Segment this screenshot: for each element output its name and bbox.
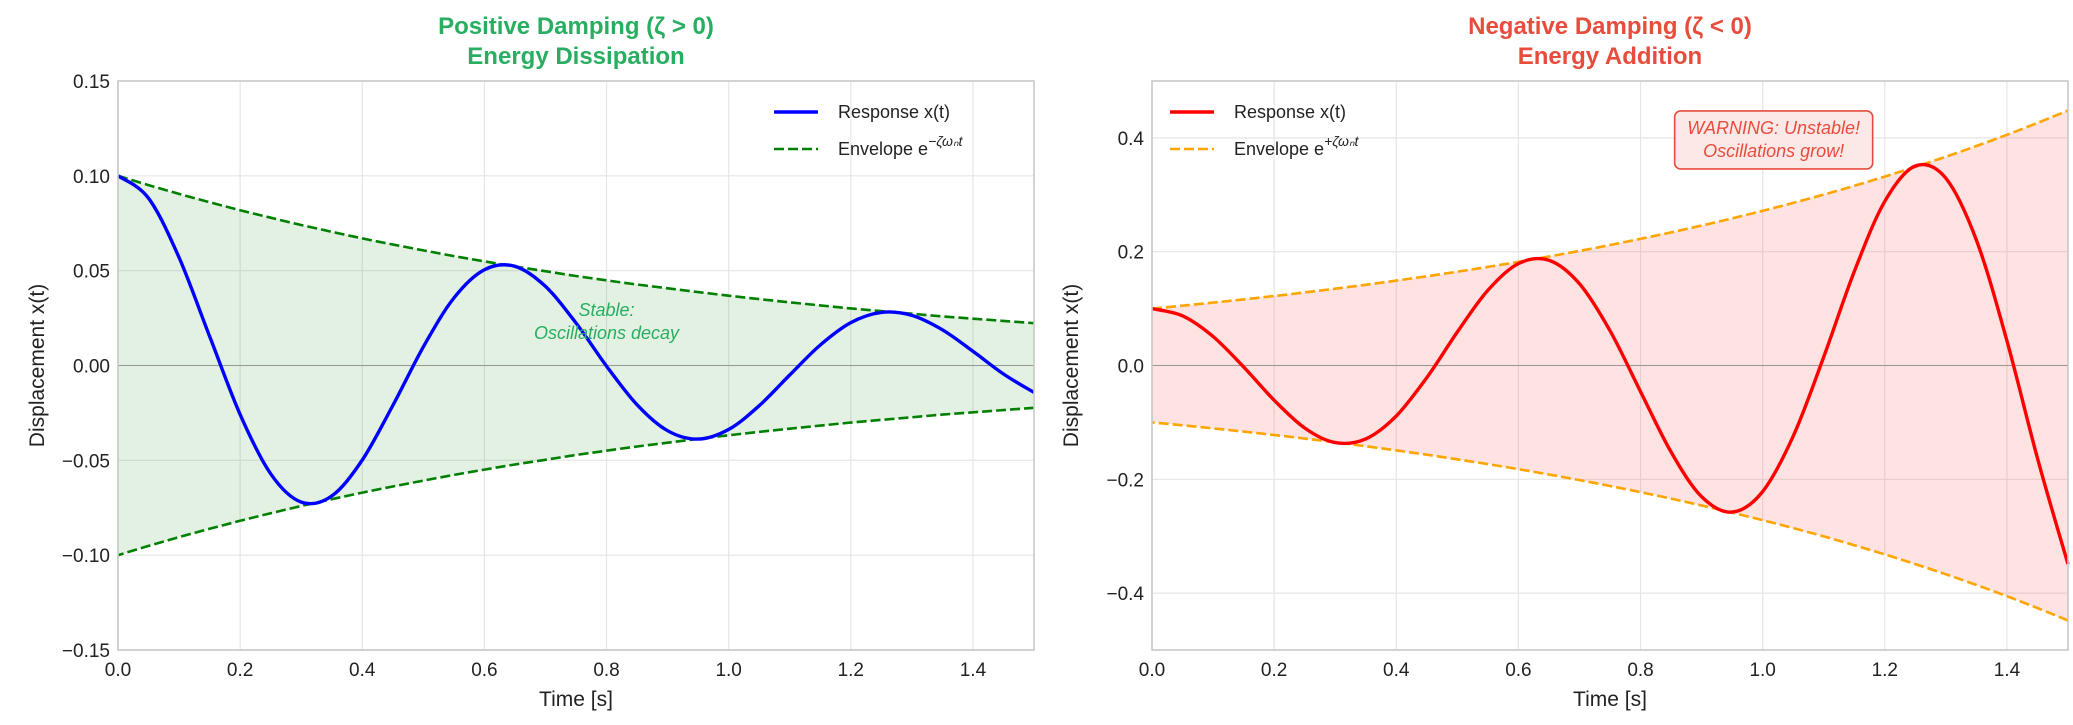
- envelope-lower-line: [117, 406, 1035, 557]
- legend: Response x(t) Envelope e−ζωₙt: [774, 102, 964, 159]
- legend-label: Envelope e−ζωₙt: [838, 133, 964, 159]
- response-line: [116, 174, 1035, 506]
- y-tick-label: −0.05: [62, 451, 110, 472]
- axes-frame: [1151, 80, 2069, 651]
- x-tick-label: 1.2: [1872, 660, 1898, 681]
- chart-title-line: Energy Dissipation: [467, 43, 684, 70]
- x-tick-label: 0.2: [227, 660, 253, 681]
- x-tick-label: 1.4: [960, 660, 987, 681]
- x-tick-label: 0.2: [1261, 660, 1287, 681]
- x-tick-label: 0.0: [1139, 660, 1165, 681]
- y-tick-label: 0.00: [73, 357, 110, 378]
- axes-frame: [117, 80, 1035, 651]
- y-tick-label: −0.10: [62, 546, 110, 567]
- annotation-text: WARNING: Unstable!: [1687, 118, 1860, 138]
- legend-label-text: Response x(t): [838, 102, 950, 122]
- x-tick-label: 1.0: [1749, 660, 1775, 681]
- subplot-negative-damping: Negative Damping (ζ < 0) Energy Addition 0…: [1060, 13, 2070, 711]
- x-tick-label: 0.8: [593, 660, 619, 681]
- x-tick-label: 0.6: [471, 660, 497, 681]
- legend-label: Envelope e+ζωₙt: [1234, 133, 1360, 159]
- y-tick-label: 0.05: [73, 262, 110, 283]
- x-axis-label: Time [s]: [539, 688, 613, 711]
- chart-title-line: Energy Addition: [1518, 43, 1702, 70]
- y-tick-label: −0.2: [1106, 470, 1144, 491]
- annotation-text: Oscillations decay: [534, 323, 680, 343]
- legend-label-text: Response x(t): [1234, 102, 1346, 122]
- y-tick-label: 0.15: [73, 72, 110, 93]
- response-line: [1151, 162, 2070, 565]
- y-tick-label: −0.15: [62, 641, 110, 662]
- legend-label-exponent: +ζωₙt: [1324, 133, 1359, 149]
- legend-label-text: Envelope e: [838, 139, 928, 159]
- envelope-lower-line: [1151, 421, 2069, 622]
- y-tick-label: 0.4: [1118, 129, 1145, 150]
- legend-label-exponent: −ζωₙt: [928, 133, 963, 149]
- x-tick-label: 0.6: [1505, 660, 1531, 681]
- legend-label-text: Envelope e: [1234, 139, 1324, 159]
- subplot-positive-damping: Positive Damping (ζ > 0) Energy Dissipati…: [26, 13, 1035, 711]
- y-tick-label: 0.0: [1118, 357, 1144, 378]
- x-tick-label: 0.0: [105, 660, 131, 681]
- x-tick-label: 0.4: [1383, 660, 1410, 681]
- y-tick-label: 0.10: [73, 167, 110, 188]
- y-tick-label: −0.4: [1106, 584, 1144, 605]
- annotation-text: Stable:: [579, 300, 635, 320]
- y-axis-label: Displacement x(t): [1060, 284, 1083, 447]
- x-tick-label: 0.4: [349, 660, 376, 681]
- y-tick-label: 0.2: [1118, 243, 1144, 264]
- legend: Response x(t) Envelope e+ζωₙt: [1170, 102, 1360, 159]
- annotation-text: Oscillations grow!: [1703, 141, 1844, 161]
- x-tick-label: 0.8: [1627, 660, 1653, 681]
- y-axis-label: Displacement x(t): [26, 284, 49, 447]
- chart-title-line: Positive Damping (ζ > 0): [438, 13, 714, 40]
- x-tick-label: 1.0: [715, 660, 741, 681]
- legend-label: Response x(t): [1234, 102, 1346, 122]
- x-tick-label: 1.2: [838, 660, 864, 681]
- x-tick-label: 1.4: [1994, 660, 2021, 681]
- legend-label: Response x(t): [838, 102, 950, 122]
- x-axis-label: Time [s]: [1573, 688, 1647, 711]
- chart-title-line: Negative Damping (ζ < 0): [1468, 13, 1752, 40]
- warning-box: [1673, 110, 1874, 170]
